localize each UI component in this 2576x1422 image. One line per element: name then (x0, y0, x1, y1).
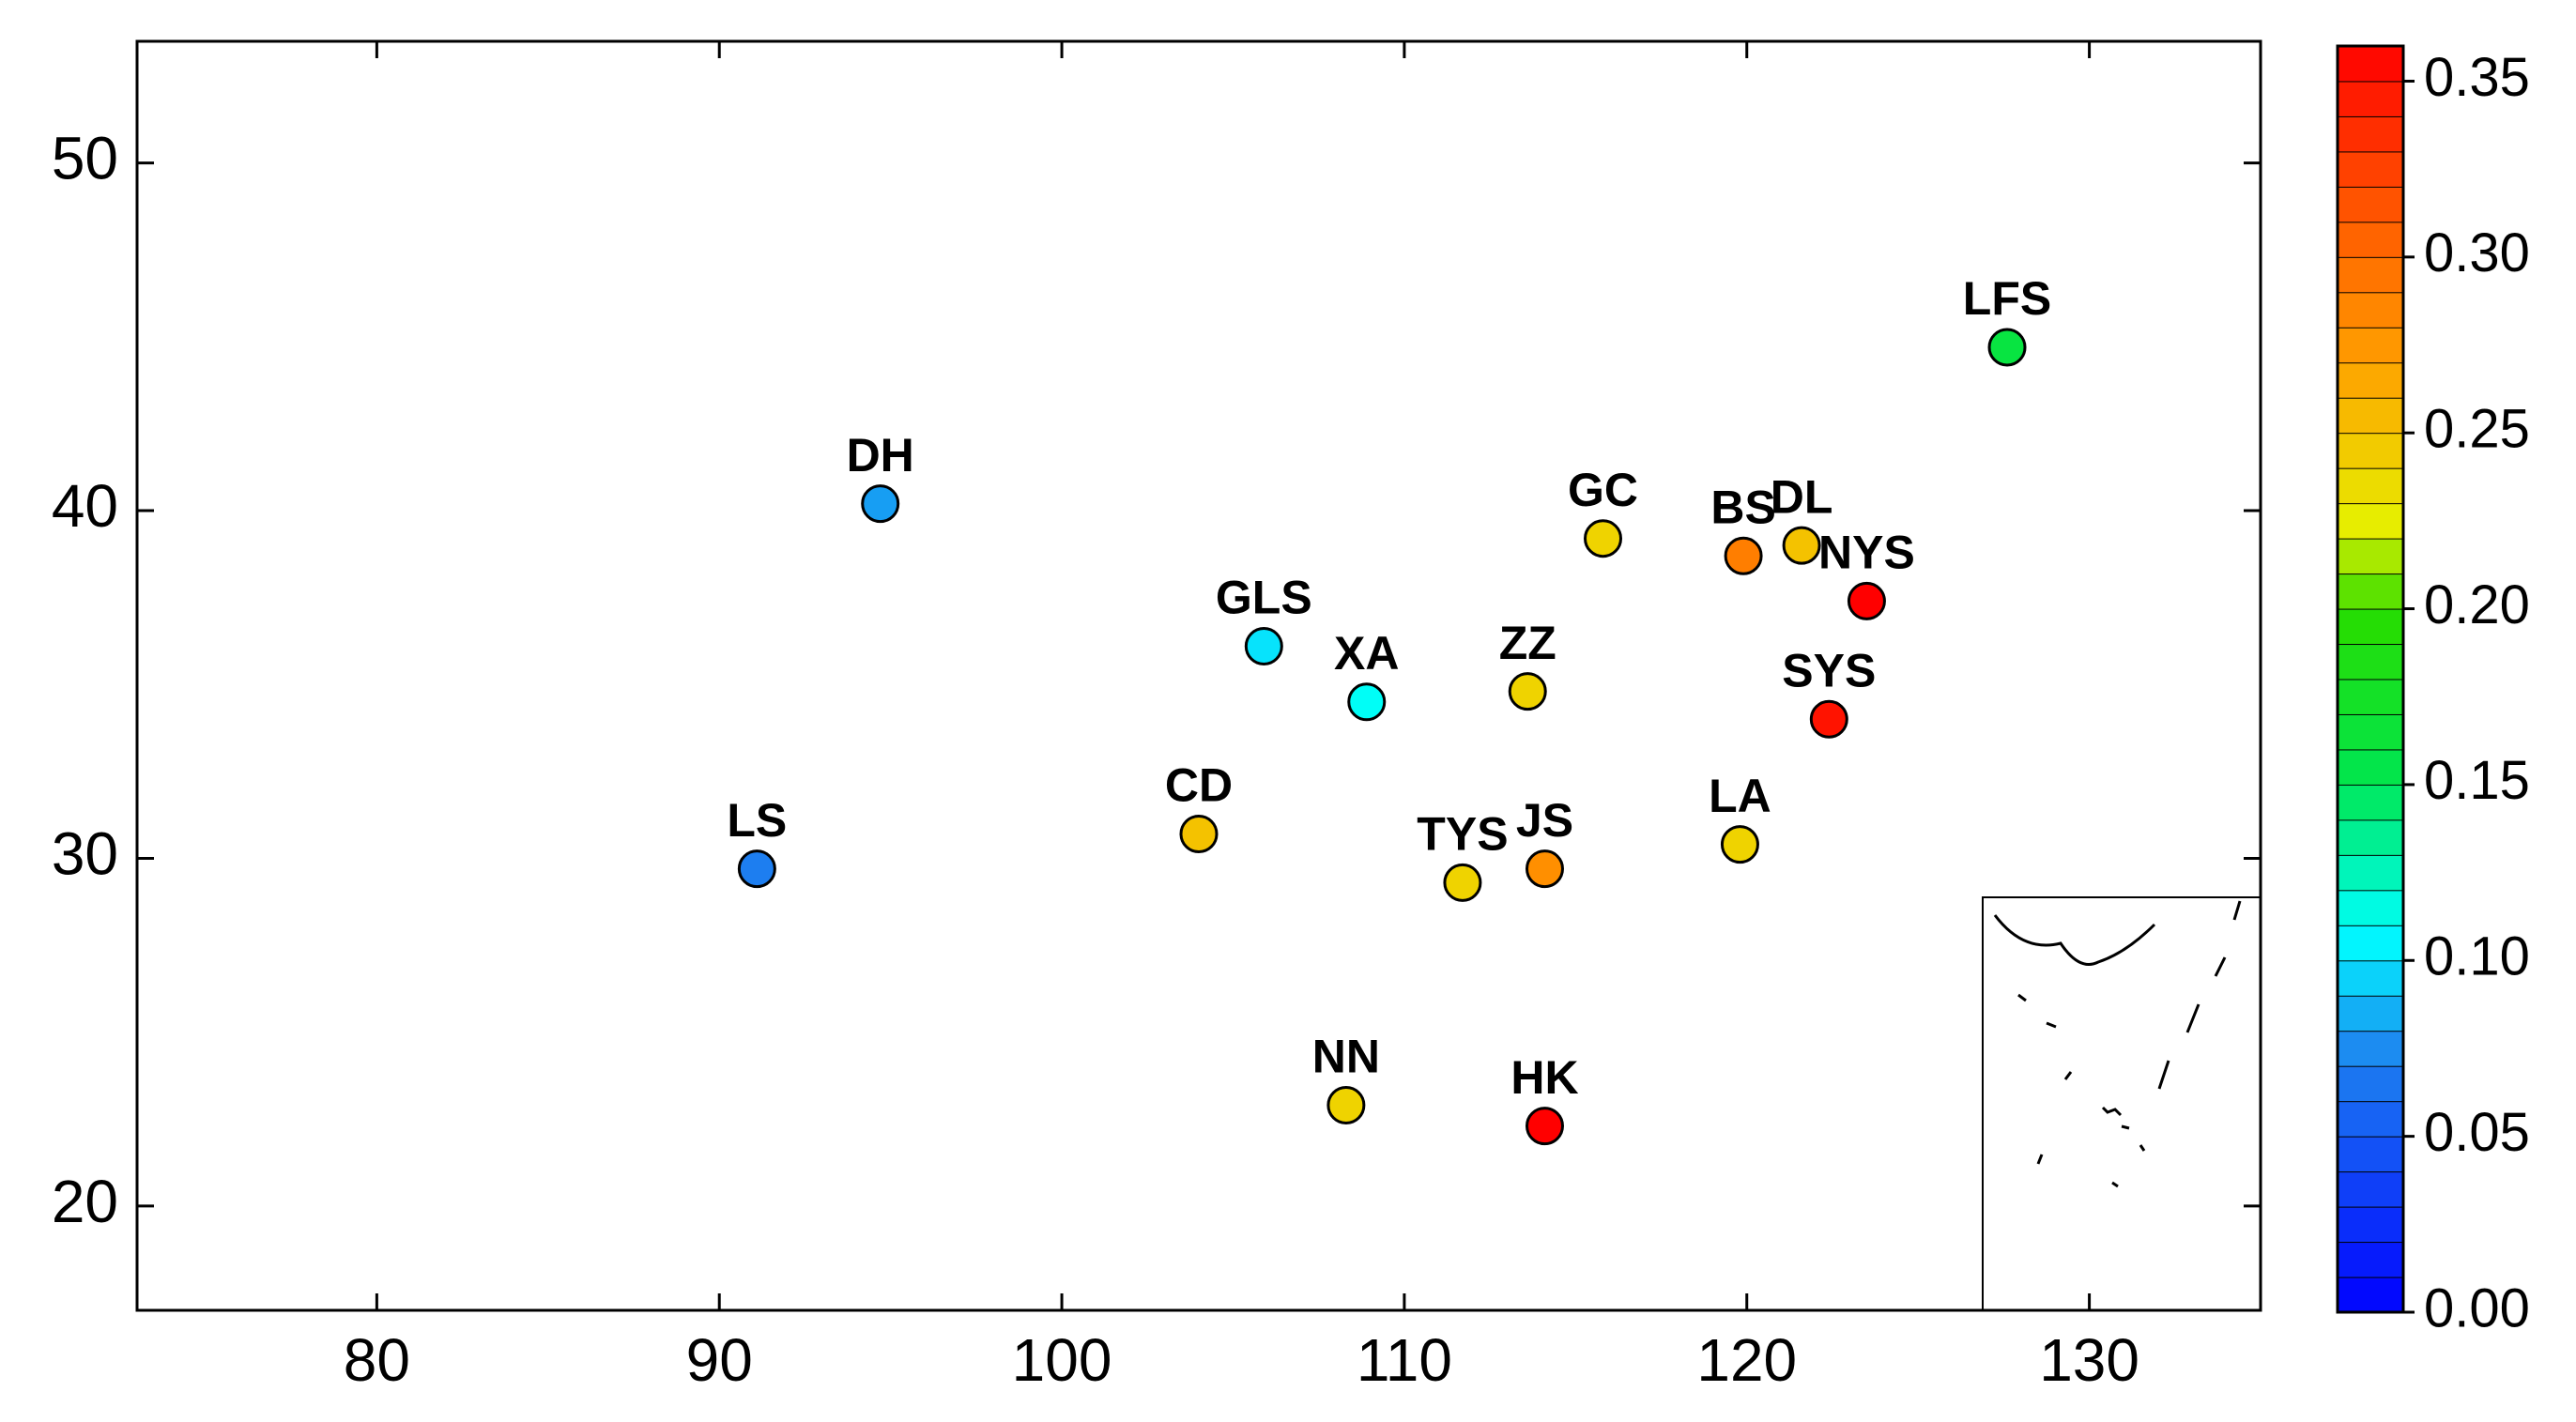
station (1326, 1085, 1366, 1124)
colorbar-band (2337, 748, 2404, 786)
station (1724, 536, 1763, 575)
y-tick-label: 20 (52, 1168, 118, 1235)
station-label: CD (1165, 759, 1233, 812)
colorbar-band (2337, 1241, 2404, 1278)
station-label: HK (1510, 1051, 1578, 1104)
plot-frame (135, 39, 2262, 1312)
colorbar-band (2337, 1065, 2404, 1103)
colorbar-band (2337, 256, 2404, 294)
colorbar-band (2337, 291, 2404, 329)
station-label: JS (1516, 794, 1573, 847)
colorbar-band (2337, 397, 2404, 435)
station-label: BS (1710, 481, 1775, 533)
station-label: LA (1709, 770, 1771, 822)
colorbar-band (2337, 538, 2404, 575)
station-label: LS (727, 794, 787, 847)
station-label: GLS (1216, 572, 1312, 624)
station-label: XA (1334, 627, 1399, 680)
colorbar-band (2337, 327, 2404, 364)
colorbar-band (2337, 643, 2404, 680)
colorbar-band (2337, 1100, 2404, 1138)
x-tick-label: 90 (686, 1326, 753, 1394)
y-tick-label: 30 (52, 819, 118, 887)
station-label: LFS (1963, 272, 2051, 325)
station-label: TYS (1417, 808, 1508, 861)
station (861, 484, 900, 524)
station (1782, 526, 1821, 565)
colorbar-band (2337, 1030, 2404, 1067)
colorbar-band (2337, 1277, 2404, 1314)
colorbar-frame (2336, 44, 2405, 1314)
station (1809, 699, 1848, 739)
colorbar-band (2337, 713, 2404, 751)
station (1720, 825, 1759, 864)
station (1584, 519, 1623, 558)
colorbar-band (2337, 1170, 2404, 1208)
station (1987, 328, 2027, 367)
colorbar-band (2337, 995, 2404, 1032)
colorbar-band (2337, 854, 2404, 892)
colorbar-tick-label: 0.15 (2424, 750, 2530, 811)
station (1525, 1107, 1564, 1146)
inset-map (1982, 896, 2262, 1311)
station-label: NN (1312, 1031, 1380, 1083)
station-label: DH (847, 429, 914, 482)
station-label: GC (1568, 464, 1638, 516)
colorbar-tick-label: 0.10 (2424, 926, 2530, 987)
colorbar-band (2337, 608, 2404, 646)
colorbar-band (2337, 925, 2404, 962)
station-label: SYS (1782, 645, 1876, 697)
colorbar-band (2337, 80, 2404, 117)
colorbar-tick-label: 0.30 (2424, 222, 2530, 283)
colorbar-band (2337, 889, 2404, 926)
x-tick-label: 110 (1357, 1326, 1452, 1394)
station (1847, 581, 1886, 620)
colorbar-band (2337, 361, 2404, 399)
colorbar-tick-label: 0.35 (2424, 47, 2530, 108)
colorbar-band (2337, 1136, 2404, 1173)
y-tick-label: 40 (52, 472, 118, 540)
station (1244, 627, 1283, 666)
station (1443, 863, 1482, 902)
colorbar-band (2337, 679, 2404, 715)
y-tick-label: 50 (52, 125, 118, 192)
station (1347, 682, 1387, 722)
colorbar-band (2337, 150, 2404, 188)
station (1525, 849, 1564, 889)
station (737, 849, 776, 889)
colorbar-band (2337, 221, 2404, 258)
colorbar-band (2337, 573, 2404, 610)
x-tick-label: 130 (2039, 1326, 2139, 1394)
colorbar: 0.00 0.05 0.10 0.15 0.20 0.25 0.30 0.35 (2336, 44, 2530, 1338)
colorbar-band (2337, 818, 2404, 856)
colorbar-tick-label: 0.05 (2424, 1102, 2530, 1163)
colorbar-band (2337, 959, 2404, 997)
colorbar-band (2337, 1206, 2404, 1244)
colorbar-band (2337, 186, 2404, 223)
station-label: NYS (1818, 527, 1915, 579)
colorbar-band (2337, 432, 2404, 469)
x-tick-label: 100 (1012, 1326, 1112, 1394)
x-tick-label: 80 (344, 1326, 410, 1394)
colorbar-band (2337, 467, 2404, 505)
colorbar-tick-label: 0.20 (2424, 574, 2530, 635)
colorbar-band (2337, 502, 2404, 540)
station-label: ZZ (1499, 617, 1556, 669)
colorbar-tick-label: 0.00 (2424, 1277, 2530, 1338)
station (1179, 815, 1219, 854)
colorbar-band (2337, 784, 2404, 821)
colorbar-tick-label: 0.25 (2424, 399, 2530, 460)
station-label: DL (1771, 470, 1833, 523)
station (1508, 672, 1547, 711)
x-tick-label: 120 (1696, 1326, 1797, 1394)
colorbar-band (2337, 115, 2404, 153)
colorbar-band (2337, 45, 2404, 83)
